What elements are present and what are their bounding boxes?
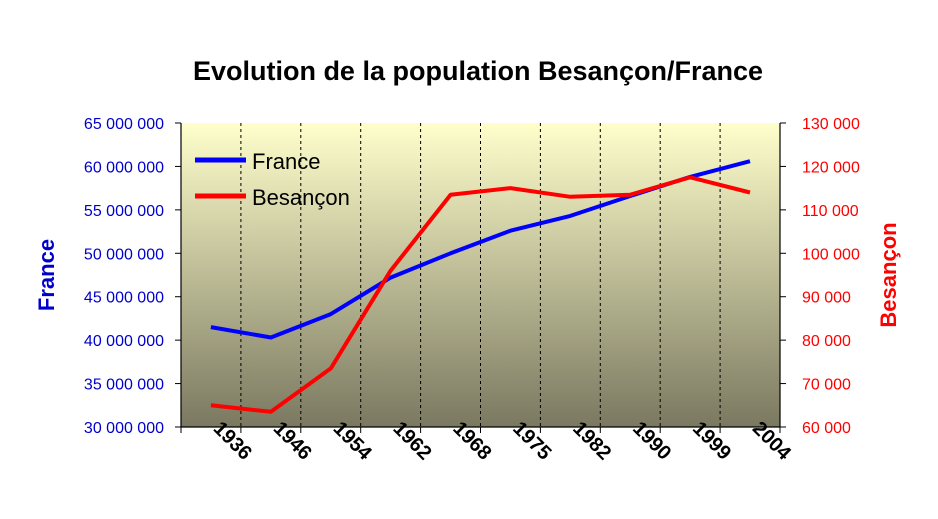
left-tick-label: 40 000 000 [84, 333, 164, 350]
right-tick-label: 120 000 [802, 159, 860, 176]
right-axis-ticks: 60 000 70 000 80 000 90 000 100 000 110 000 12… [780, 116, 860, 437]
right-tick-label: 90 000 [802, 290, 851, 307]
left-tick-label: 65 000 000 [84, 116, 164, 133]
legend-label-france: France [252, 149, 320, 174]
left-tick-label: 60 000 000 [84, 159, 164, 176]
left-axis-ticks: 30 000 000 35 000 000 40 000 000 45 000 000… [84, 116, 181, 437]
chart-title: Evolution de la population Besançon/Fran… [193, 56, 763, 86]
right-tick-label: 110 000 [802, 203, 859, 220]
grid-lines [240, 123, 721, 427]
right-tick-label: 60 000 [802, 420, 851, 437]
left-tick-label: 30 000 000 [84, 420, 164, 437]
right-axis-title: Besançon [876, 222, 901, 327]
right-tick-label: 80 000 [802, 333, 851, 350]
legend-label-besancon: Besançon [252, 185, 350, 210]
right-tick-label: 70 000 [802, 377, 851, 394]
left-tick-label: 45 000 000 [84, 290, 164, 307]
right-tick-label: 130 000 [802, 116, 860, 133]
right-tick-label: 100 000 [802, 246, 860, 263]
left-tick-label: 35 000 000 [84, 377, 164, 394]
left-axis-title: France [34, 239, 59, 311]
left-tick-label: 55 000 000 [84, 203, 164, 220]
x-tick-label: 2004 [748, 418, 796, 466]
left-tick-label: 50 000 000 [84, 246, 164, 263]
series-line-besancon [210, 175, 751, 414]
series-lines [210, 159, 751, 414]
axes [180, 123, 781, 433]
legend: France Besançon [195, 149, 350, 210]
